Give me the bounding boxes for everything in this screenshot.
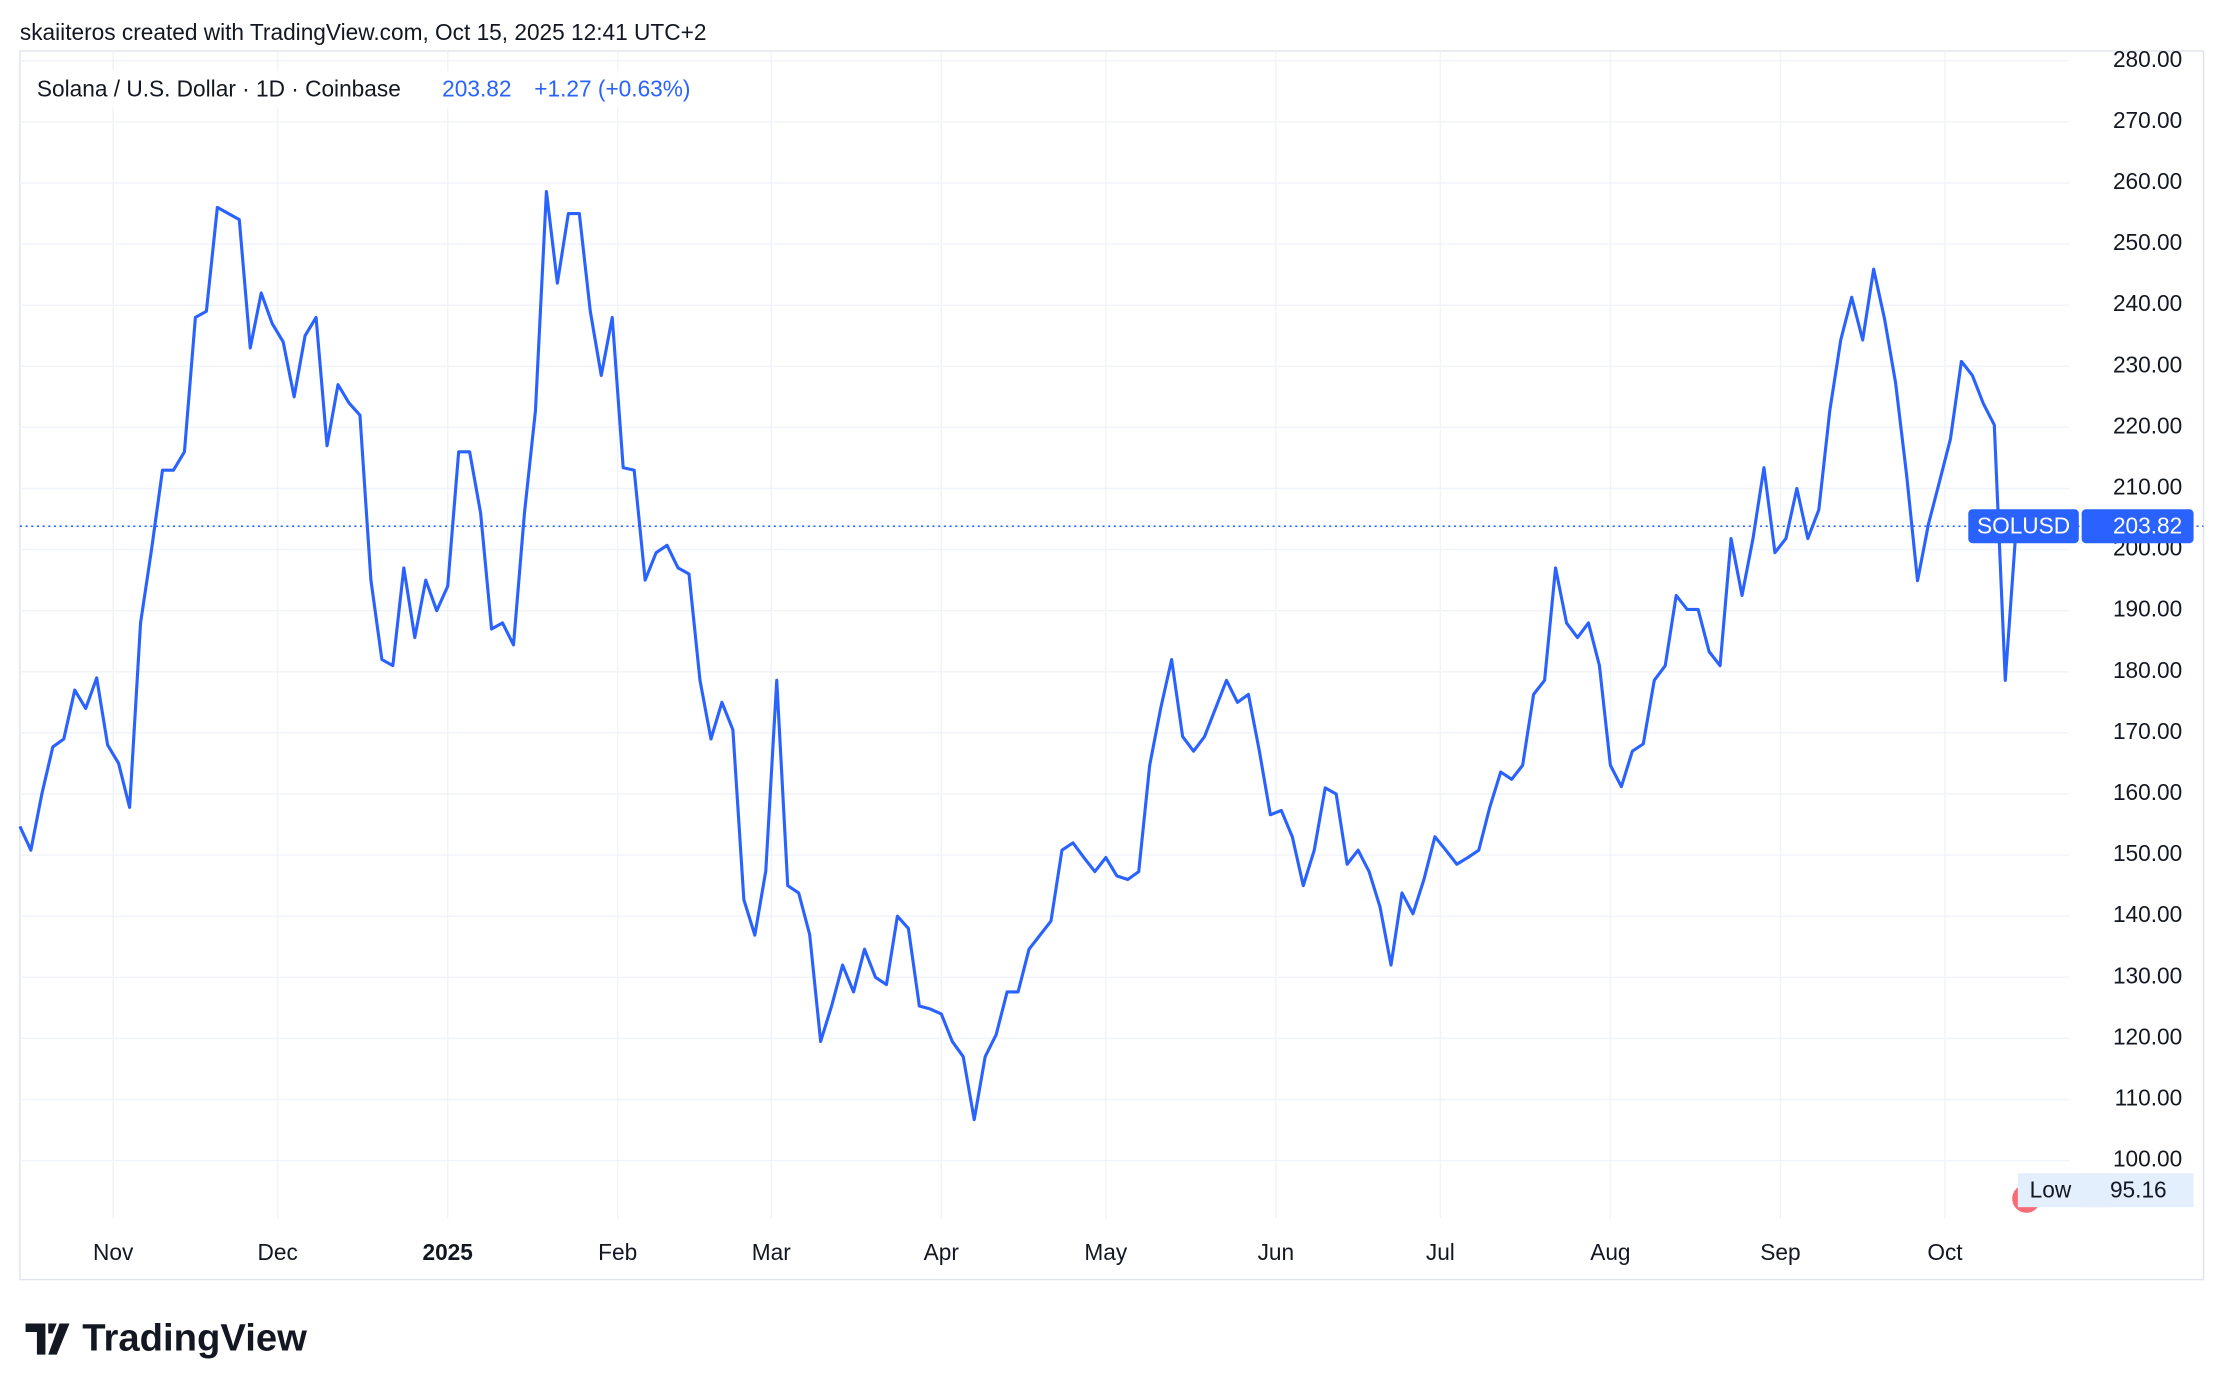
x-tick-label: Sep [1760, 1239, 1800, 1265]
y-tick-label: 160.00 [2113, 779, 2182, 805]
low-value-tag [2083, 1173, 2194, 1208]
x-tick-label: Aug [1590, 1239, 1630, 1265]
legend-bg [25, 70, 720, 108]
y-tick-label: 150.00 [2113, 840, 2182, 866]
y-tick-label: 280.00 [2113, 46, 2182, 72]
y-tick-label: 140.00 [2113, 901, 2182, 927]
y-tick-label: 100.00 [2113, 1146, 2182, 1172]
x-tick-label: 2025 [422, 1239, 472, 1265]
price-change: +1.27 (+0.63%) [534, 76, 690, 102]
x-tick-label: Mar [752, 1239, 791, 1265]
x-tick-label: Nov [93, 1239, 134, 1265]
low-value: 95.16 [2110, 1177, 2167, 1203]
y-tick-label: 120.00 [2113, 1023, 2182, 1049]
symbol-tag [1968, 509, 2079, 544]
y-tick-label: 180.00 [2113, 657, 2182, 683]
x-tick-label: May [1084, 1239, 1127, 1265]
logo: TradingView [25, 1317, 307, 1360]
chart-title: Solana / U.S. Dollar · 1D · Coinbase [37, 76, 401, 102]
symbol-tag-label: SOLUSD [1977, 513, 2070, 539]
y-tick-label: 210.00 [2113, 473, 2182, 499]
y-tick-label: 110.00 [2115, 1084, 2183, 1110]
grid [19, 51, 2069, 1219]
y-tick-label: 240.00 [2113, 290, 2182, 316]
y-tick-label: 270.00 [2113, 107, 2182, 133]
logo-mark [25, 1323, 70, 1355]
x-tick-label: Feb [598, 1239, 637, 1265]
last-price: 203.82 [442, 76, 511, 102]
x-tick-label: Jun [1258, 1239, 1295, 1265]
low-label: Low [2030, 1177, 2072, 1203]
x-tick-label: Jul [1426, 1239, 1455, 1265]
y-tick-label: 190.00 [2113, 596, 2182, 622]
x-tick-label: Oct [1927, 1239, 1963, 1265]
plot [18, 189, 2204, 1122]
y-tick-label: 250.00 [2113, 229, 2182, 255]
y-tick-label: 130.00 [2113, 962, 2182, 988]
x-tick-label: Apr [924, 1239, 960, 1265]
y-tick-label: 220.00 [2113, 412, 2182, 438]
price-tag [2081, 509, 2194, 544]
y-tick-label: 260.00 [2113, 168, 2182, 194]
chart-frame [19, 50, 2205, 1281]
logo-text: TradingView [82, 1317, 307, 1360]
y-tick-label: 170.00 [2113, 718, 2182, 744]
x-tick-label: Dec [258, 1239, 298, 1265]
price-tag-label: 203.82 [2113, 513, 2182, 539]
price-line [18, 189, 2018, 1122]
y-tick-label: 230.00 [2113, 351, 2182, 377]
caption: skaiiteros created with TradingView.com,… [20, 19, 707, 45]
